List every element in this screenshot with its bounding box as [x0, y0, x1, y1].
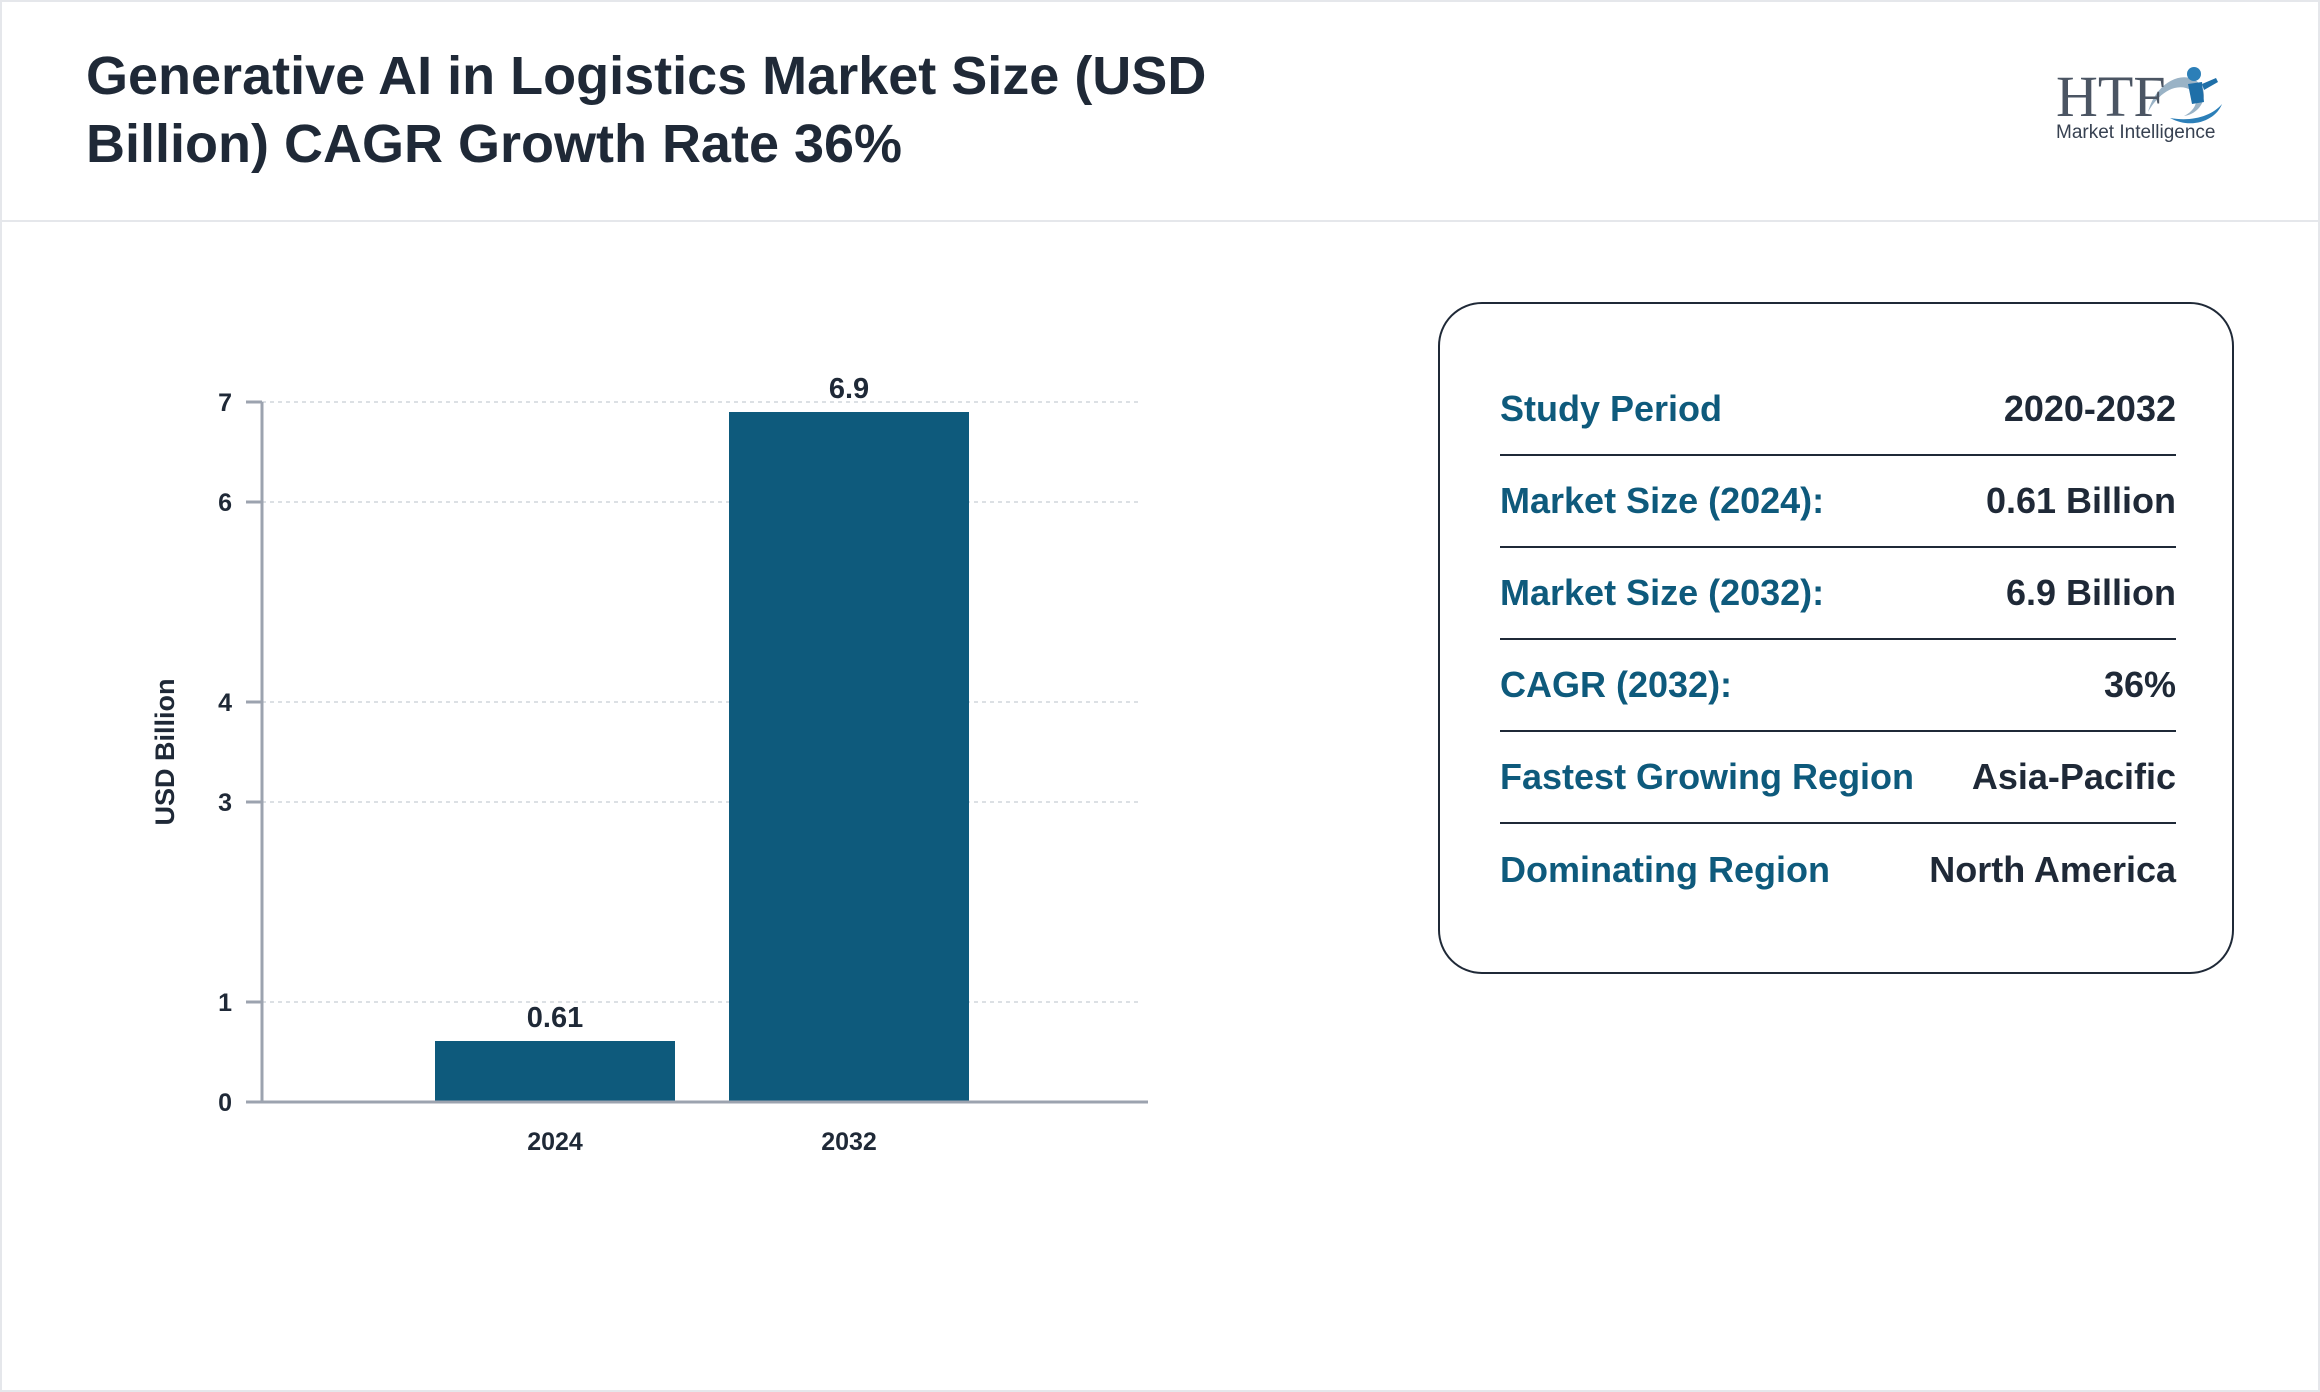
- logo-graphic: HTF Market Intelligence: [2056, 64, 2222, 143]
- bar-chart: 0.61 6.9 0 1 3 4 6 7 2024 2032 USD Billion: [122, 322, 1182, 1182]
- x-tick-label: 2032: [821, 1128, 877, 1156]
- page-title: Generative AI in Logistics Market Size (…: [86, 46, 1207, 174]
- stat-label: Market Size (2032):: [1500, 572, 1825, 613]
- y-tick-label: 6: [218, 489, 232, 517]
- stats-row: Market Size (2032): 6.9 Billion: [1500, 548, 2176, 640]
- logo-tagline: Market Intelligence: [2056, 122, 2215, 143]
- bar-2032: [729, 412, 969, 1102]
- grid-layer: [262, 401, 1142, 1103]
- htf-logo: HTF Market Intelligence: [2052, 38, 2252, 158]
- bar-value-label: 0.61: [527, 1002, 583, 1034]
- bar-2024: [435, 1041, 675, 1102]
- y-tick-label: 3: [218, 789, 232, 817]
- logo-wordmark: HTF: [2056, 64, 2166, 129]
- y-tick-label: 0: [218, 1089, 232, 1117]
- stat-value: 36%: [2103, 664, 2176, 705]
- stats-row: Study Period 2020-2032: [1500, 364, 2176, 456]
- stat-value: 6.9 Billion: [2005, 572, 2176, 613]
- stats-card: Study Period 2020-2032 Market Size (2024):…: [1438, 302, 2234, 974]
- stat-label: CAGR (2032):: [1500, 664, 1733, 705]
- stats-row: CAGR (2032): 36%: [1500, 640, 2176, 732]
- stats-row: Dominating Region North America: [1500, 824, 2176, 916]
- y-tick-label: 4: [218, 689, 232, 717]
- header: Generative AI in Logistics Market Size (…: [2, 2, 2318, 222]
- y-axis-title: USD Billion: [150, 679, 180, 826]
- stat-value: Asia-Pacific: [1971, 756, 2176, 797]
- stats-row: Fastest Growing Region Asia-Pacific: [1500, 732, 2176, 824]
- stat-label: Fastest Growing Region: [1500, 756, 1915, 797]
- bar-value-label: 6.9: [829, 373, 869, 405]
- stat-value: North America: [1929, 849, 2176, 890]
- stat-value: 0.61 Billion: [1985, 480, 2176, 521]
- stats-row: Market Size (2024): 0.61 Billion: [1500, 456, 2176, 548]
- bar-layer: 0.61 6.9: [435, 373, 969, 1102]
- x-tick-label: 2024: [527, 1128, 583, 1156]
- stat-label: Dominating Region: [1500, 849, 1830, 890]
- stat-label: Study Period: [1500, 388, 1723, 429]
- stat-value: 2020-2032: [2003, 388, 2176, 429]
- bar-chart-svg: 0.61 6.9 0 1 3 4 6 7 2024 2032 USD Billion: [150, 373, 1148, 1156]
- y-tick-label: 7: [218, 389, 232, 417]
- y-tick-label: 1: [218, 989, 232, 1017]
- swirl-figure-icon: [2148, 67, 2222, 124]
- stat-label: Market Size (2024):: [1500, 480, 1825, 521]
- axis-layer: 0 1 3 4 6 7 2024 2032: [218, 389, 1148, 1156]
